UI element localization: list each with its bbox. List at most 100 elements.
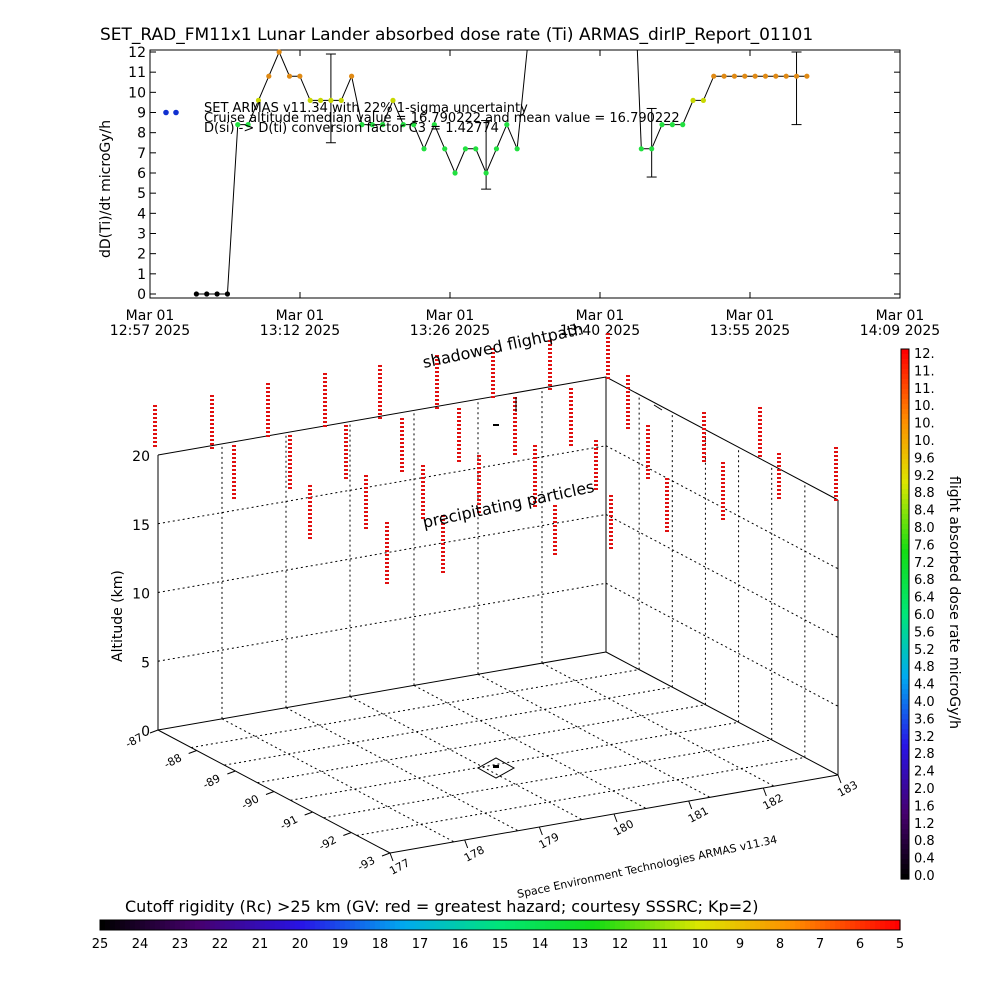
dose-marker: [606, 357, 610, 359]
dose-marker: [646, 433, 650, 435]
dose-marker: [232, 481, 236, 483]
colorbar-swatch: [901, 349, 909, 355]
colorbar-label: 9.6: [914, 451, 935, 466]
floor-gridline: [356, 756, 805, 836]
colorbar-label: 10.: [914, 417, 935, 432]
colorbar-swatch: [590, 920, 596, 930]
colorbar-swatch: [800, 920, 806, 930]
dose-marker: [513, 449, 517, 451]
dose-marker: [457, 408, 461, 410]
dose-marker: [210, 431, 214, 433]
data-point: [669, 122, 675, 128]
dose-marker: [477, 483, 481, 485]
dose-marker: [323, 421, 327, 423]
y-tick-label: 2: [137, 247, 146, 263]
dose-marker: [364, 479, 368, 481]
colorbar-swatch: [420, 920, 426, 930]
dose-marker: [548, 340, 552, 342]
colorbar-swatch: [610, 920, 616, 930]
lon-tick-label: 177: [387, 856, 412, 877]
z-gridline: [157, 514, 607, 593]
y-tick-label: 11: [128, 65, 146, 81]
dose-marker: [626, 395, 630, 397]
dose-marker: [721, 466, 725, 468]
floor-gridline: [290, 721, 739, 801]
dose-marker: [834, 451, 838, 453]
dose-marker: [513, 405, 517, 407]
colorbar-swatch: [635, 920, 641, 930]
dose-marker: [266, 415, 270, 417]
colorbar-swatch: [901, 489, 909, 495]
annotation-line-3: D(si) -> D(ti) conversion factor C3 = 1.…: [204, 121, 499, 136]
colorbar-swatch: [765, 920, 771, 930]
data-point: [193, 291, 199, 297]
dose-marker: [491, 380, 495, 382]
y-tick-label: 0: [137, 287, 146, 303]
dose-marker: [308, 505, 312, 507]
lat-tick: [304, 811, 313, 816]
dose-marker: [609, 523, 613, 525]
colorbar-label: 3.6: [914, 712, 935, 727]
dose-marker: [513, 437, 517, 439]
dose-marker: [609, 547, 613, 549]
dose-marker: [491, 360, 495, 362]
floor-gridline: [224, 686, 673, 766]
data-point: [659, 122, 665, 128]
dose-marker: [477, 499, 481, 501]
dose-marker: [721, 518, 725, 520]
dose-marker: [553, 521, 557, 523]
dose-marker: [548, 356, 552, 358]
dose-marker: [702, 424, 706, 426]
dose-marker: [665, 502, 669, 504]
dose-marker: [702, 452, 706, 454]
dose-marker: [513, 401, 517, 403]
rigidity-colorbar: Cutoff rigidity (Rc) >25 km (GV: red = g…: [92, 897, 904, 952]
dose-marker: [288, 467, 292, 469]
dose-marker: [646, 453, 650, 455]
dose-marker: [777, 453, 781, 455]
dose-marker: [210, 427, 214, 429]
colorbar-label: 6.0: [914, 608, 935, 623]
colorbar-swatch: [335, 920, 341, 930]
dose-marker: [513, 421, 517, 423]
dose-marker: [266, 431, 270, 433]
dose-marker: [210, 443, 214, 445]
dose-marker: [665, 506, 669, 508]
dose-marker: [378, 409, 382, 411]
lat-tick-label: -92: [317, 833, 339, 853]
colorbar-swatch: [901, 584, 909, 590]
dose-marker: [665, 494, 669, 496]
colorbar-label: 10.: [914, 399, 935, 414]
colorbar-swatch: [901, 604, 909, 610]
colorbar-label: 5.2: [914, 643, 935, 658]
dose-marker: [457, 416, 461, 418]
colorbar-swatch: [445, 920, 451, 930]
dose-marker: [364, 515, 368, 517]
colorbar-swatch: [901, 364, 909, 370]
floor-gridline: [221, 718, 455, 843]
dose-marker: [721, 506, 725, 508]
dose-marker: [665, 530, 669, 532]
dose-marker: [758, 455, 762, 457]
colorbar-swatch: [901, 664, 909, 670]
colorbar-swatch: [901, 514, 909, 520]
dose-marker: [441, 547, 445, 549]
dose-marker: [364, 527, 368, 529]
dose-marker: [266, 435, 270, 437]
colorbar-swatch: [125, 920, 131, 930]
y-tick-label: 8: [137, 126, 146, 142]
dose-marker: [533, 473, 537, 475]
dose-marker: [477, 503, 481, 505]
dose-marker: [266, 387, 270, 389]
dose-marker: [477, 487, 481, 489]
dose-marker: [702, 456, 706, 458]
box-edge: [605, 376, 839, 501]
dose-marker: [533, 505, 537, 507]
dose-marker: [834, 463, 838, 465]
colorbar-swatch: [901, 544, 909, 550]
colorbar-swatch: [901, 709, 909, 715]
dose-marker: [569, 416, 573, 418]
y-tick-label: 10: [128, 85, 146, 101]
dose-marker: [210, 439, 214, 441]
dose-marker: [421, 485, 425, 487]
